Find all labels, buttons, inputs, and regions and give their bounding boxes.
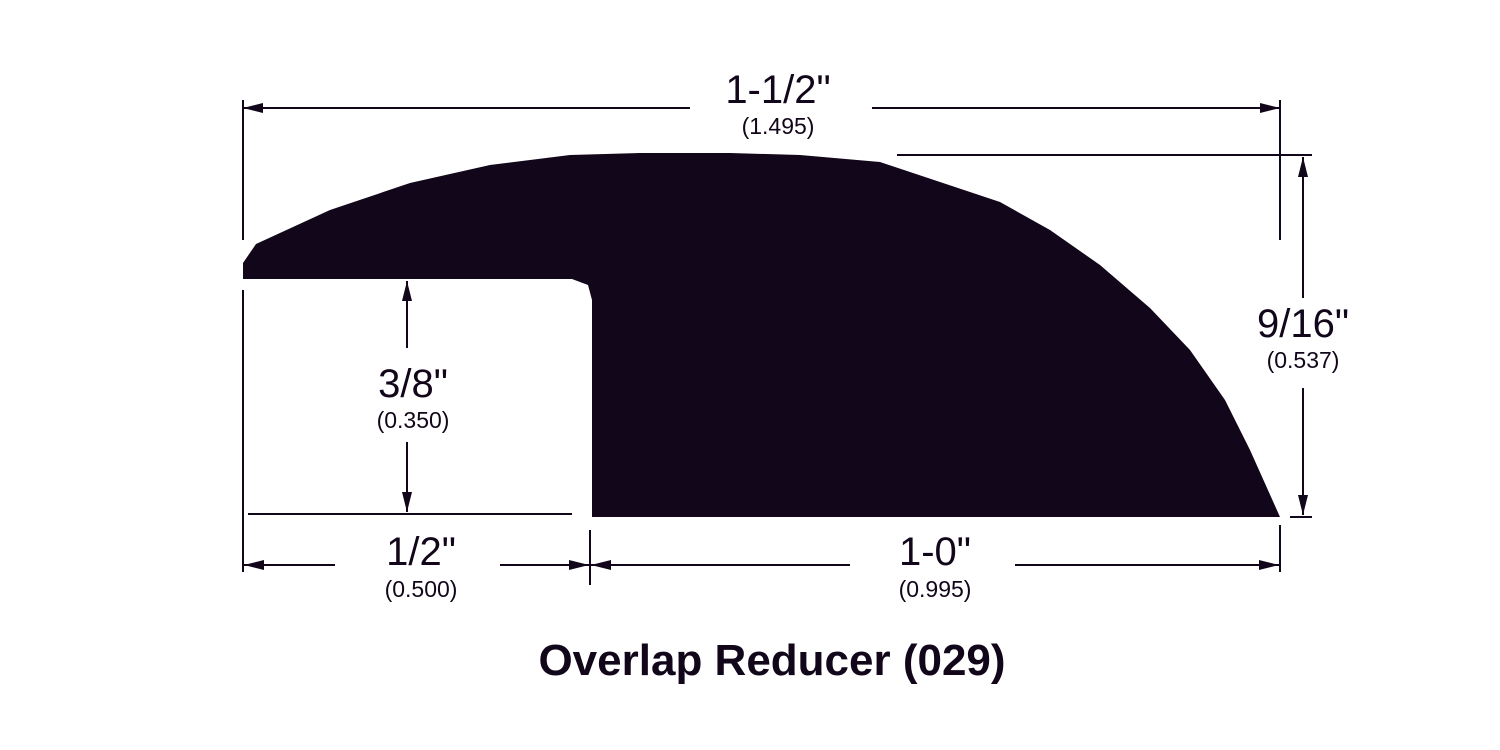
overall-height-fraction: 9/16" — [1256, 302, 1350, 346]
overlap-height-fraction: 3/8" — [378, 362, 448, 406]
overlap-height-decimal: (0.350) — [376, 407, 450, 433]
overall-height-decimal: (0.537) — [1266, 347, 1340, 373]
reducer-profile-shape — [243, 153, 1280, 517]
overall-width-fraction: 1-1/2" — [725, 68, 831, 112]
base-width-decimal: (0.995) — [898, 576, 972, 602]
base-width-fraction: 1-0" — [898, 530, 972, 574]
overlap-width-decimal: (0.500) — [384, 576, 458, 602]
diagram-title: Overlap Reducer (029) — [538, 636, 1006, 685]
overall-width-decimal: (1.495) — [741, 113, 815, 139]
overlap-width-fraction: 1/2" — [386, 530, 456, 574]
